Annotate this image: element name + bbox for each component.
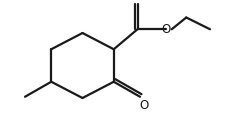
Text: O: O	[162, 23, 171, 36]
Text: O: O	[133, 0, 142, 1]
Text: O: O	[139, 99, 148, 112]
